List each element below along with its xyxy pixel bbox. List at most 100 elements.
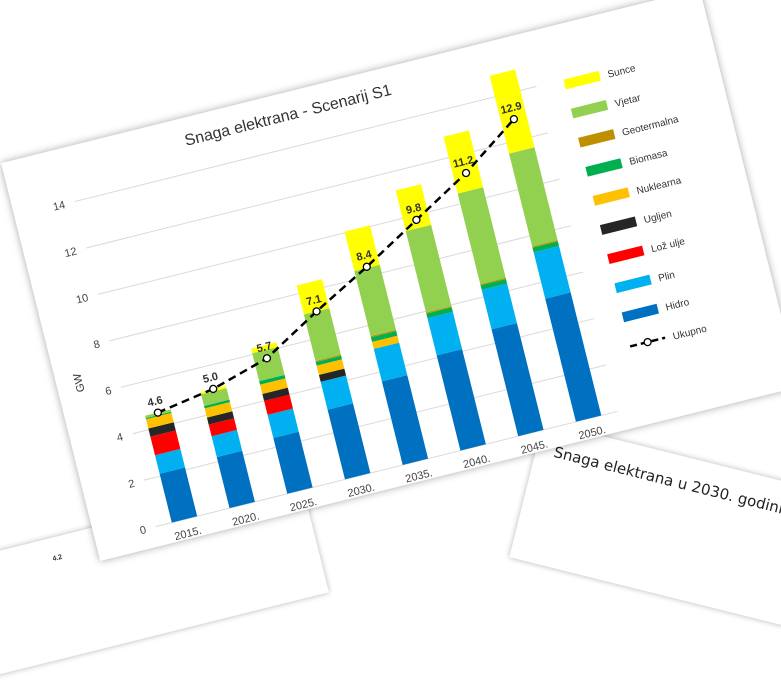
bar-segment-vjetar: [252, 346, 285, 382]
bar-segment-biomasa: [259, 374, 286, 385]
bar-segment-geotermalna: [315, 354, 342, 363]
total-data-label: 12.9: [499, 100, 523, 117]
bar-segment-sunce: [344, 225, 380, 272]
y-tick-label: 2: [127, 478, 136, 491]
chart-legend: Sunce Vjetar Geotermalna Biomasa Nuklearna Ug…: [563, 63, 709, 348]
legend-label: Ugljen: [643, 209, 673, 227]
total-data-label: 7.1: [305, 293, 323, 308]
legend-swatch: [578, 129, 616, 148]
bar-segment-plin: [154, 448, 186, 474]
bar-segment-hidro: [159, 467, 198, 523]
legend-label: Sunce: [607, 63, 638, 81]
bar-segment-sunce: [251, 342, 278, 354]
legend-label: Geotermalna: [621, 114, 680, 139]
background-page-right: Snaga elektrana u 2030. godini - S: [509, 421, 781, 659]
legend-swatch: [570, 100, 609, 119]
total-point: [509, 114, 519, 124]
bar-segment-hidro: [545, 292, 602, 422]
bar-segment-ugljen: [206, 411, 235, 425]
y-tick-label: 8: [92, 338, 101, 351]
bar-segment-plin: [533, 245, 571, 299]
bar-segment-ugljen: [318, 368, 347, 382]
chart-title: Snaga elektrana - Scenarij S1: [183, 82, 393, 150]
bar-segment-loulje: [208, 418, 237, 437]
power-capacity-chart: Snaga elektrana - Scenarij S1 0 2 4 6 8 10 12 1…: [52, 63, 709, 543]
bar-segment-hidro: [436, 349, 486, 451]
bar-segment-vjetar: [509, 147, 558, 247]
bar-segment-vjetar: [201, 388, 230, 407]
bar-segment-vjetar: [457, 187, 506, 285]
bar-segment-ugljen: [262, 387, 290, 401]
bar-segment-plin: [267, 408, 299, 439]
grid-line: [74, 85, 537, 203]
bar-segment-vjetar: [354, 264, 396, 337]
bar-segment-hidro: [273, 431, 313, 494]
bar-segment-plin: [320, 375, 354, 410]
bar-segment-ugljen: [148, 422, 176, 437]
bar-segment-hidro: [327, 403, 371, 480]
x-tick-label: 2030.: [346, 482, 376, 500]
total-dashed-line: [157, 118, 515, 414]
bar-segment-plin: [481, 283, 517, 330]
bar-segment-sunce: [489, 69, 535, 154]
total-point: [461, 168, 471, 178]
bar-segment-biomasa: [370, 330, 398, 342]
bar-segment-nuklearna: [204, 402, 233, 418]
bar-segment-geotermalna: [425, 306, 452, 314]
legend-label: Hidro: [665, 297, 691, 314]
bar-segment-nuklearna: [372, 335, 400, 349]
legend-swatch: [585, 158, 623, 177]
bar-segment-hidro: [491, 323, 544, 437]
y-tick-label: 12: [63, 246, 78, 261]
legend-label: Vjetar: [614, 93, 643, 110]
legend-swatch: [607, 245, 645, 264]
bar-segment-plin: [373, 342, 408, 382]
total-data-label: 8.4: [355, 248, 374, 264]
bar-segment-biomasa: [480, 278, 508, 290]
figure-caption: Snaga elektrana u 2030. godini - S: [551, 443, 781, 523]
bar-segment-biomasa: [532, 241, 560, 253]
y-axis-label: GW: [71, 371, 87, 393]
bar-segment-nuklearna: [146, 412, 174, 429]
y-tick-label: 4: [116, 431, 125, 444]
total-data-label: 5.0: [202, 371, 220, 386]
bar-segment-biomasa: [204, 399, 231, 409]
chart-card: Snaga elektrana - Scenarij S1 0 2 4 6 8 10 12 1…: [1, 0, 781, 562]
legend-label: Ukupno: [672, 323, 709, 342]
legend-label: Lož ulje: [650, 236, 687, 255]
bar-segment-geotermalna: [480, 277, 506, 286]
stacked-bars: [145, 69, 602, 523]
total-point: [362, 262, 371, 271]
bar-segment-plin: [211, 429, 243, 458]
legend-swatch: [563, 70, 601, 90]
y-tick-label: 10: [75, 292, 90, 307]
y-axis-ticks: 0 2 4 6 8 10 12 14: [52, 199, 148, 537]
bar-segment-hidro: [216, 450, 255, 509]
bar-segment-geotermalna: [370, 329, 397, 338]
total-data-label: 5.7: [255, 340, 273, 355]
total-data-label: 11.2: [452, 154, 475, 171]
legend-swatch: [614, 274, 652, 294]
total-point: [209, 384, 218, 394]
legend-swatch: [621, 303, 660, 323]
bar-segment-nuklearna: [260, 378, 288, 394]
x-tick-label: 2040.: [462, 453, 492, 471]
legend-total-marker: [643, 337, 652, 347]
legend-label: Biomasa: [628, 148, 669, 168]
bar-segment-plin: [427, 311, 463, 356]
legend-swatch: [592, 187, 630, 206]
bar-segment-loulje: [264, 394, 293, 415]
total-line: 4.6 5.0 5.7 7.1 8.4 9.8 11.2 12.9: [146, 100, 523, 417]
total-point: [412, 215, 421, 225]
bar-segment-vjetar: [405, 224, 452, 313]
bar-segment-biomasa: [426, 307, 453, 319]
bar-segment-geotermalna: [532, 240, 558, 248]
bar-segment-sunce: [395, 184, 432, 232]
bar-segment-nuklearna: [316, 359, 345, 375]
y-tick-label: 0: [139, 524, 148, 537]
legend-label: Nuklearna: [636, 175, 683, 197]
bar-segment-loulje: [150, 430, 181, 456]
bar-segment-biomasa: [315, 355, 343, 366]
x-tick-label: 2035.: [404, 467, 434, 485]
total-point: [262, 354, 272, 363]
